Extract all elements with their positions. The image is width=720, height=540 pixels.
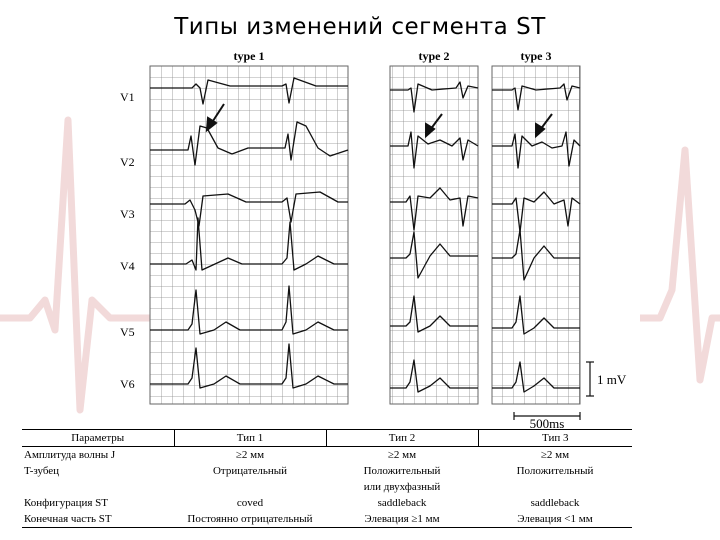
st-params-table: Параметры Тип 1 Тип 2 Тип 3 Амплитуда во… (22, 429, 632, 528)
voltage-scale-label: 1 mV (597, 372, 627, 387)
trace-type1-v1 (150, 77, 348, 105)
trace-type3-v2 (492, 131, 581, 169)
table-header-row: Параметры Тип 1 Тип 2 Тип 3 (22, 429, 632, 447)
header-type1: Тип 1 (173, 429, 326, 447)
lead-label-v5: V5 (120, 325, 135, 339)
row-type3: ≥2 мм (540, 449, 570, 461)
trace-type3-v3 (492, 191, 581, 233)
row-type3: Элевация <1 мм (478, 511, 632, 528)
lead-label-v2: V2 (120, 155, 135, 169)
row-param: Конечная часть ST (22, 511, 174, 528)
time-scale-label: 500ms (530, 416, 565, 431)
grid-panel-type3 (491, 65, 581, 405)
trace-type2-v1 (390, 81, 479, 113)
trace-type2-v4 (390, 231, 478, 279)
voltage-scale-bar (586, 361, 594, 397)
row-type1: ≥2 мм (235, 449, 265, 461)
trace-type1-v2 (150, 121, 349, 166)
trace-type3-v5 (492, 295, 580, 335)
table-row: Конфигурация ST coved saddleback saddleb… (22, 495, 632, 511)
row-type3 (478, 479, 632, 495)
row-type2: ≥2 мм (387, 449, 417, 461)
type-label-2: type 2 (419, 49, 450, 63)
time-scale-bar (513, 412, 581, 420)
row-type2: saddleback (377, 497, 427, 509)
row-type1: Постоянно отрицательный (174, 511, 326, 528)
row-type2: или двухфазный (363, 481, 441, 493)
type-label-3: type 3 (521, 49, 552, 63)
lead-label-v1: V1 (120, 90, 135, 104)
arrow-type2 (425, 113, 443, 139)
table-row: Амплитуда волны J ≥2 мм ≥2 мм ≥2 мм (22, 447, 632, 464)
row-type2: Положительный (363, 465, 441, 477)
trace-type1-v4 (150, 217, 348, 271)
trace-type3-v1 (492, 83, 581, 111)
slide-title: Типы изменений сегмента ST (174, 14, 546, 40)
row-type1: coved (236, 497, 264, 509)
header-params: Параметры (22, 429, 174, 447)
lead-label-v6: V6 (120, 377, 135, 391)
row-type3: saddleback (530, 497, 580, 509)
table-row: или двухфазный (22, 479, 632, 495)
row-type2: Элевация ≥1 мм (326, 511, 478, 528)
lead-label-v3: V3 (120, 207, 135, 221)
trace-type2-v6 (390, 359, 478, 393)
trace-type2-v5 (390, 295, 478, 333)
trace-type1-v6 (150, 343, 348, 389)
trace-type1-v5 (150, 285, 348, 335)
grid-panel-type1 (149, 65, 349, 405)
arrow-type3 (535, 113, 553, 139)
row-param: Амплитуда волны J (24, 449, 116, 461)
row-param: Конфигурация ST (24, 497, 109, 509)
arrow-type1 (205, 103, 225, 133)
row-param: T-зубец (24, 465, 60, 477)
type-label-1: type 1 (234, 49, 265, 63)
lead-label-v4: V4 (120, 259, 135, 273)
table-row: T-зубец Отрицательный Положительный Поло… (22, 463, 632, 479)
row-type1 (174, 479, 326, 495)
grid-panel-type2 (389, 65, 479, 405)
trace-type1-v3 (150, 191, 348, 227)
row-type1: Отрицательный (212, 465, 288, 477)
trace-type3-v6 (492, 361, 580, 393)
row-param (22, 479, 174, 495)
header-type2: Тип 2 (325, 429, 478, 447)
header-type3: Тип 3 (477, 429, 632, 447)
row-type3: Положительный (516, 465, 594, 477)
trace-type2-v2 (390, 131, 479, 169)
table-row: Конечная часть ST Постоянно отрицательны… (22, 511, 632, 528)
trace-type3-v4 (492, 229, 580, 281)
trace-type2-v3 (390, 187, 479, 231)
